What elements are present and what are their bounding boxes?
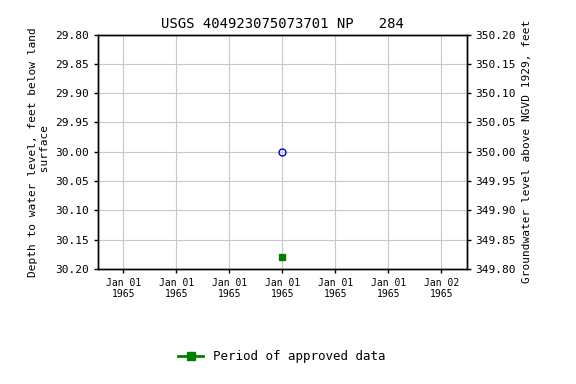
Title: USGS 404923075073701 NP   284: USGS 404923075073701 NP 284 <box>161 17 404 31</box>
Legend: Period of approved data: Period of approved data <box>173 345 391 368</box>
Y-axis label: Depth to water level, feet below land
 surface: Depth to water level, feet below land su… <box>28 27 50 276</box>
Y-axis label: Groundwater level above NGVD 1929, feet: Groundwater level above NGVD 1929, feet <box>522 20 532 283</box>
